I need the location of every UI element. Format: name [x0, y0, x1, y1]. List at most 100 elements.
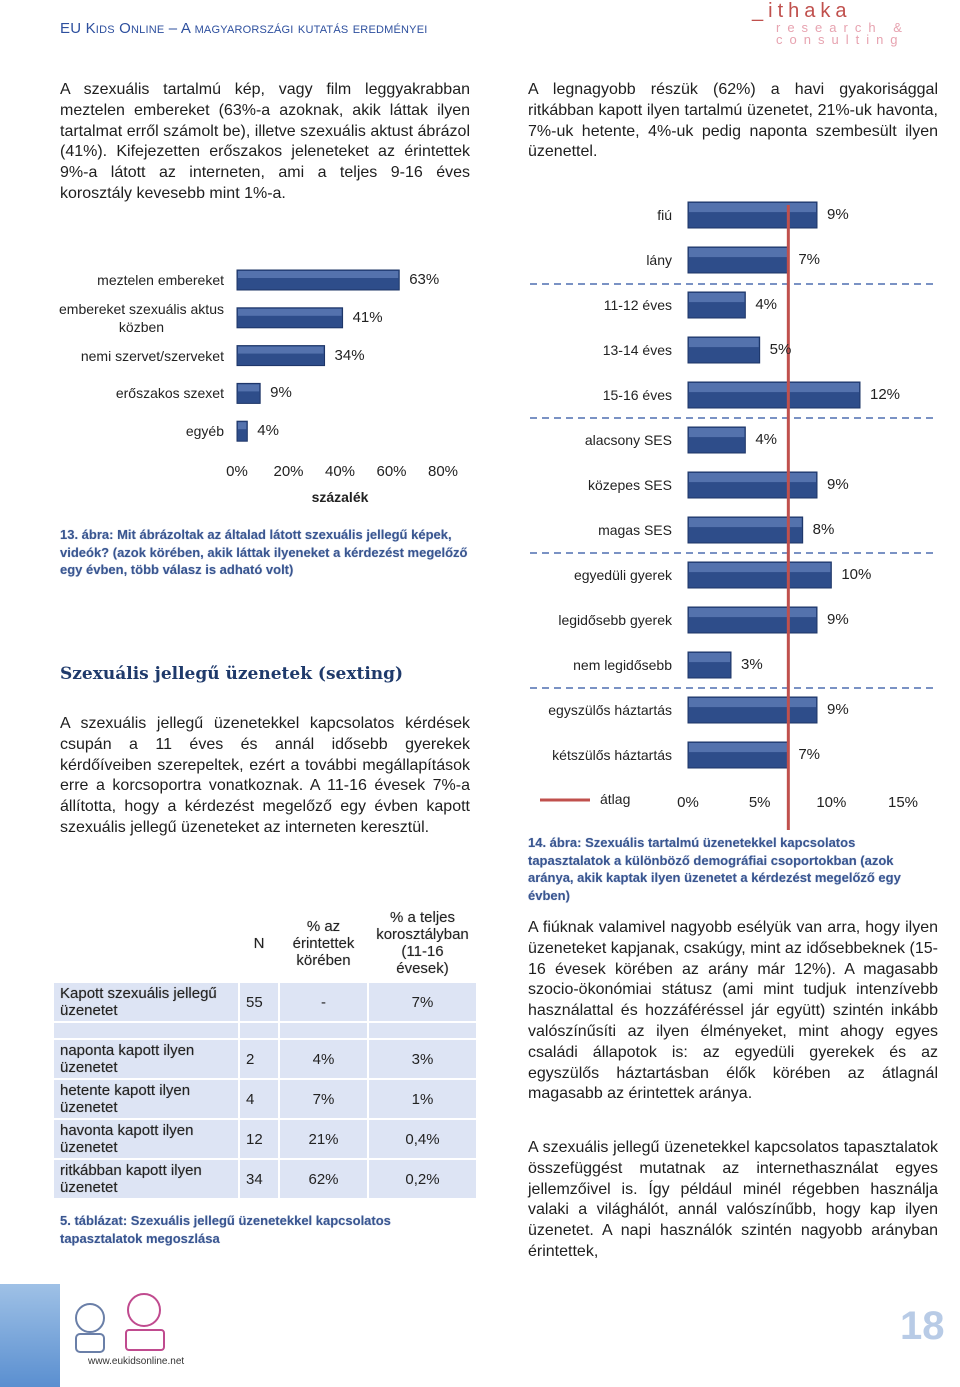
row-label: naponta kapott ilyen üzenetet	[52, 1038, 240, 1080]
bar	[236, 307, 344, 329]
row-label: Kapott szexuális jellegű üzenetet	[52, 981, 240, 1023]
bar	[236, 269, 400, 291]
category-label: egyszülős háztartás	[548, 702, 672, 718]
spacer-cell	[52, 1021, 240, 1040]
table-cell: 62%	[278, 1158, 369, 1200]
table-cell: 1%	[367, 1078, 478, 1120]
x-tick-label: 0%	[226, 463, 248, 480]
spacer-cell	[367, 1021, 478, 1040]
x-tick-label: 5%	[748, 794, 771, 811]
value-label: 3%	[741, 656, 763, 673]
column-header: % a teljes korosztályban (11-16 évesek)	[367, 903, 478, 983]
paragraph: A fiúknak valamivel nagyobb esélyük van …	[528, 919, 938, 1103]
table-cell: 12	[238, 1118, 280, 1160]
bar-highlight	[238, 422, 247, 430]
paragraph: A szexuális jellegű üzenetekkel kapcsola…	[528, 1139, 938, 1260]
category-label: alacsony SES	[584, 432, 672, 448]
bar-highlight	[689, 203, 816, 213]
category-label: 15-16 éves	[602, 387, 672, 403]
table-row: ritkábban kapott ilyen üzenetet 34 62% 0,2%	[52, 1158, 478, 1200]
bar-highlight	[238, 384, 260, 392]
table-cell: 34	[238, 1158, 280, 1200]
x-tick-label: 40%	[324, 463, 356, 480]
section-heading: Szexuális jellegű üzenetek (sexting)	[60, 664, 404, 684]
value-label: 41%	[352, 308, 383, 326]
bar-highlight	[689, 518, 802, 528]
bar	[236, 345, 326, 367]
column-header: % az érintettek körében	[278, 903, 369, 983]
bar-highlight	[689, 383, 859, 393]
x-tick-label: 80%	[427, 463, 459, 480]
logo-bottom: research & consulting	[776, 20, 909, 47]
bar	[687, 471, 818, 499]
table-cell: 2	[238, 1038, 280, 1080]
category-label: nem legidősebb	[573, 657, 672, 673]
value-label: 4%	[257, 422, 279, 440]
bar-highlight	[689, 338, 759, 348]
figure-caption: 14. ábra: Szexuális tartalmú üzenetekkel…	[528, 835, 901, 903]
paragraph: A legnagyobb részük (62%) a havi gyakori…	[528, 81, 938, 161]
value-label: 63%	[409, 271, 440, 288]
table-row: havonta kapott ilyen üzenetet 12 21% 0,4%	[52, 1118, 478, 1160]
bar-highlight	[689, 743, 788, 753]
bar	[687, 381, 861, 409]
paragraph: A szexuális tartalmú kép, vagy film legg…	[60, 81, 470, 202]
bar	[687, 741, 789, 769]
bar	[687, 246, 789, 274]
spacer-row	[52, 1021, 478, 1040]
value-label: 9%	[270, 384, 292, 402]
category-label: 11-12 éves	[603, 297, 672, 313]
category-label: egyedüli gyerek	[573, 567, 672, 583]
category-label: kétszülős háztartás	[552, 747, 672, 763]
x-tick-label: 20%	[273, 463, 304, 480]
row-label: havonta kapott ilyen üzenetet	[52, 1118, 240, 1160]
bar-highlight	[238, 271, 399, 278]
value-label: 5%	[769, 341, 792, 358]
table-cell: 7%	[278, 1078, 369, 1120]
category-label: meztelen embereket	[97, 272, 224, 288]
legend-label: átlag	[600, 791, 631, 807]
row-label: ritkábban kapott ilyen üzenetet	[52, 1158, 240, 1200]
bar-highlight	[238, 346, 324, 354]
bar	[687, 696, 818, 724]
table-caption: 5. táblázat: Szexuális jellegű üzenetekk…	[60, 1213, 391, 1246]
bar-highlight	[689, 698, 816, 708]
x-axis-label: százalék	[311, 489, 369, 505]
bar	[687, 516, 804, 544]
table-cell: 21%	[278, 1118, 369, 1160]
bar	[687, 561, 832, 589]
table-row: naponta kapott ilyen üzenetet 2 4% 3%	[52, 1038, 478, 1080]
category-label: közepes SES	[587, 477, 672, 493]
bar-highlight	[689, 293, 745, 303]
value-label: 9%	[827, 611, 849, 628]
footer-block	[0, 1284, 60, 1387]
table-cell: 0,2%	[367, 1158, 478, 1200]
paragraph: A szexuális jellegű üzenetekkel kapcsola…	[60, 715, 470, 836]
category-label: lány	[646, 252, 672, 268]
value-label: 4%	[755, 431, 778, 448]
column-header: N	[238, 903, 280, 983]
bar-highlight	[238, 308, 342, 316]
x-tick-label: 0%	[677, 794, 699, 811]
running-header: EU Kids Online – A magyarországi kutatás…	[60, 20, 428, 37]
bar	[236, 382, 261, 404]
bar	[687, 291, 746, 319]
footer-url: www.eukidsonline.net	[88, 1356, 185, 1367]
table-cell: 4%	[278, 1038, 369, 1080]
value-label: 9%	[827, 206, 849, 223]
bar	[687, 336, 761, 364]
table-cell: 0,4%	[367, 1118, 478, 1160]
bar-highlight	[689, 563, 831, 573]
bar	[687, 426, 746, 454]
category-label: erőszakos szexet	[115, 385, 224, 402]
bar	[687, 201, 818, 229]
bar-highlight	[689, 248, 788, 258]
table-row: Kapott szexuális jellegű üzenetet 55-7%	[52, 981, 478, 1023]
value-label: 9%	[827, 476, 849, 493]
bar	[236, 420, 248, 442]
footer-illustration	[75, 1293, 165, 1353]
category-label: egyéb	[185, 423, 224, 440]
value-label: 7%	[798, 746, 821, 763]
category-label: fiú	[657, 207, 672, 223]
